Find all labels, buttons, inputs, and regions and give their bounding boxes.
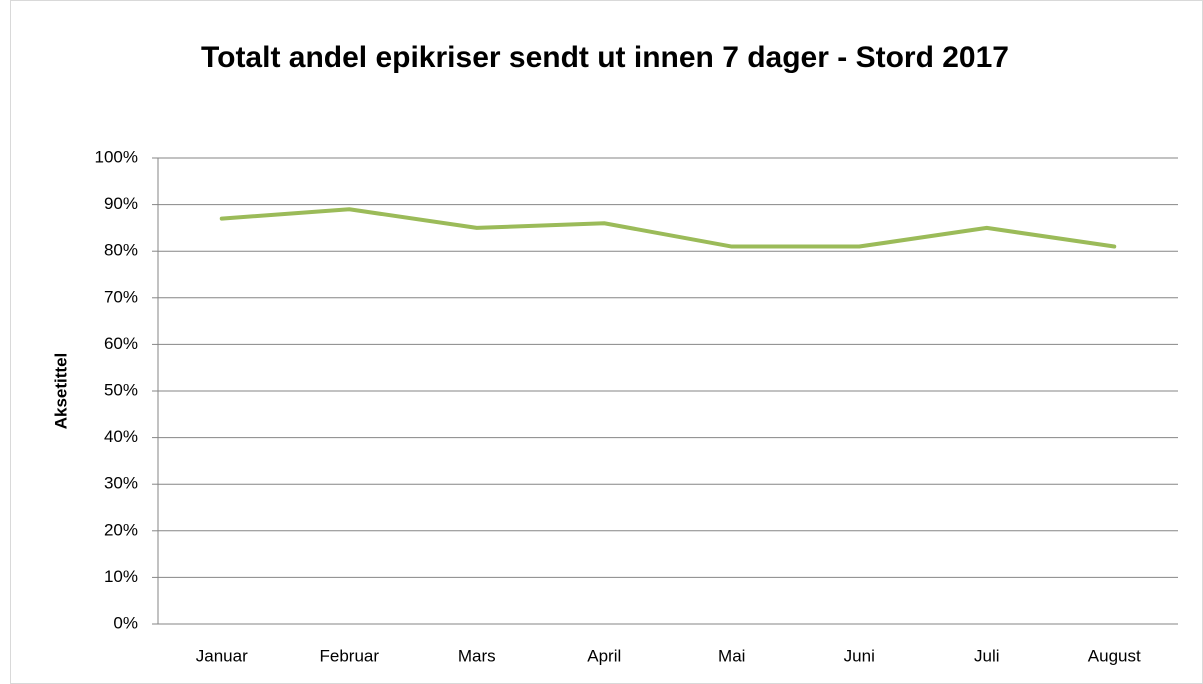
y-tick-label: 0% [113, 613, 138, 632]
y-tick-label: 60% [104, 334, 138, 353]
y-tick-label: 30% [104, 474, 138, 493]
y-tick-label: 80% [104, 241, 138, 260]
y-tick-label: 50% [104, 380, 138, 399]
x-tick-label: Februar [319, 646, 379, 665]
y-tick-label: 90% [104, 194, 138, 213]
x-tick-label: Juni [844, 646, 875, 665]
y-tick-label: 10% [104, 567, 138, 586]
data-line [219, 207, 1117, 249]
y-tick-label: 70% [104, 287, 138, 306]
y-axis-label: Aksetittel [51, 353, 70, 430]
x-tick-label: Juli [974, 646, 1000, 665]
x-tick-label: August [1088, 646, 1141, 665]
x-tick-label: April [587, 646, 621, 665]
y-tick-label: 40% [104, 427, 138, 446]
y-tick-label: 100% [95, 147, 138, 166]
y-tick-label: 20% [104, 520, 138, 539]
x-tick-label: Mars [458, 646, 496, 665]
x-tick-label: Januar [196, 646, 248, 665]
chart-frame [10, 0, 1203, 684]
chart-title: Totalt andel epikriser sendt ut innen 7 … [201, 41, 1009, 74]
x-tick-label: Mai [718, 646, 745, 665]
